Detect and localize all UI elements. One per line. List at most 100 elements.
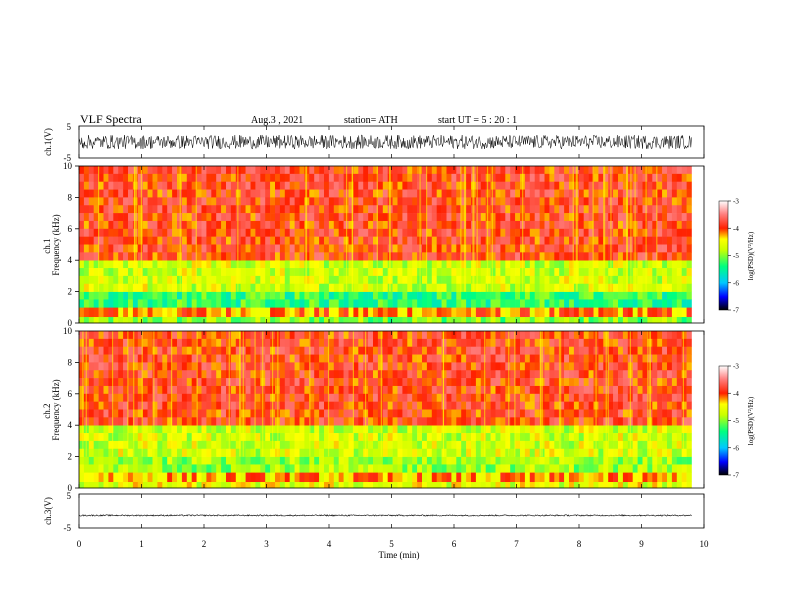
spec2-cell [294,472,300,483]
spec1-cell [662,316,668,324]
spec1-cell [662,166,668,175]
spec1-cell [181,268,188,277]
spec2-cell [177,362,183,371]
spec1-cell [524,244,531,253]
spec2-cell [422,401,428,410]
spec2-cell [216,425,222,434]
spec2-cell [83,464,90,473]
spec2-cell [402,456,408,465]
spec2-cell [505,393,511,402]
spec2-cell [299,409,305,418]
spec2-cell [598,433,604,442]
spec1-cell [328,228,335,237]
spec1-cell [529,181,535,190]
spec1-cell [671,275,678,285]
spec2-cell [402,393,408,402]
spec1-cell [260,181,266,190]
spec2-cell [505,440,511,450]
spec1-cell [314,166,320,175]
spec1-cell [226,268,232,277]
spec1-cell [289,283,295,292]
spec1-cell [245,220,251,230]
spec1-cell [186,197,192,206]
spec1-cell [201,268,207,277]
spec1-cell [338,236,344,245]
spec1-cell [172,307,178,318]
spec1-cell [162,197,168,206]
spec2-cell [505,417,511,426]
spec1-cell [328,205,335,214]
spec2-cell [559,401,565,410]
spec1-cell [83,252,90,261]
spec2-cell [196,354,202,363]
spec1-cell [221,252,227,261]
spec2-cell [93,472,99,483]
spec1-cell [88,283,94,292]
spec1-cell [338,244,344,253]
spec2-cell [382,401,388,410]
spec2-cell [196,370,202,379]
spec1-cell [230,173,237,182]
spec1-cell [250,236,256,245]
spec2-cell [632,401,638,410]
spec2-cell [564,409,570,418]
spec2-cell [309,385,315,395]
spec1-cell [505,268,511,277]
spec2-cell [289,393,295,402]
spec2-cell [382,440,388,450]
spec1-cell [681,189,687,198]
spec1-cell [485,205,491,214]
spec1-cell [304,299,310,308]
spec1-cell [431,291,437,300]
spec1-cell [426,275,433,285]
spec2-cell [559,409,565,418]
spec1-sferic [305,166,308,292]
spec2-cell [93,385,99,395]
spec2-cell [412,417,418,426]
spec2-cell [186,362,192,371]
spec1-cell [348,173,354,182]
spec2-cell [132,409,139,418]
spec2-cell [407,481,413,489]
spec1-cell [495,283,501,292]
spec1-cell [622,307,629,318]
spec2-cell [304,464,310,473]
spec1-cell [671,166,678,175]
spec2-cell [407,331,413,340]
spec1-cell [93,307,99,318]
spec1-cell [412,299,418,308]
spec2-cell [250,481,256,489]
spec1-cell [441,252,447,261]
spec1-cell [79,291,85,300]
spec1-cell [671,299,678,308]
spec1-cell [88,228,94,237]
spec1-cell [93,189,99,198]
spec2-cell [652,481,658,489]
spec2-cell [515,456,521,465]
spec2-cell [613,354,619,363]
spec1-cell [500,205,506,214]
spec2-cell [324,378,330,387]
spec1-cell [461,181,467,190]
spec2-cell [250,464,256,473]
spec2-cell [392,354,398,363]
spec2-cell [279,338,286,347]
spec2-cell [338,481,344,489]
spec1-cell [123,197,129,206]
spec2-cell [671,472,678,483]
spec2-cell [294,401,300,410]
spec2-cell [103,440,109,450]
spec2-cell [328,362,335,371]
spec1-cell [515,228,521,237]
spec1-cell [147,181,153,190]
spec2-cell [534,440,540,450]
spec2-cell [642,440,648,450]
spec1-cell [578,213,584,222]
spec2-cell [206,440,212,450]
spec2-cell [353,354,359,363]
spec2-cell [167,378,173,387]
spec2-cell [475,472,482,483]
spec2-cell [652,338,658,347]
spec2-cell [544,456,550,465]
spec1-cell [373,283,379,292]
